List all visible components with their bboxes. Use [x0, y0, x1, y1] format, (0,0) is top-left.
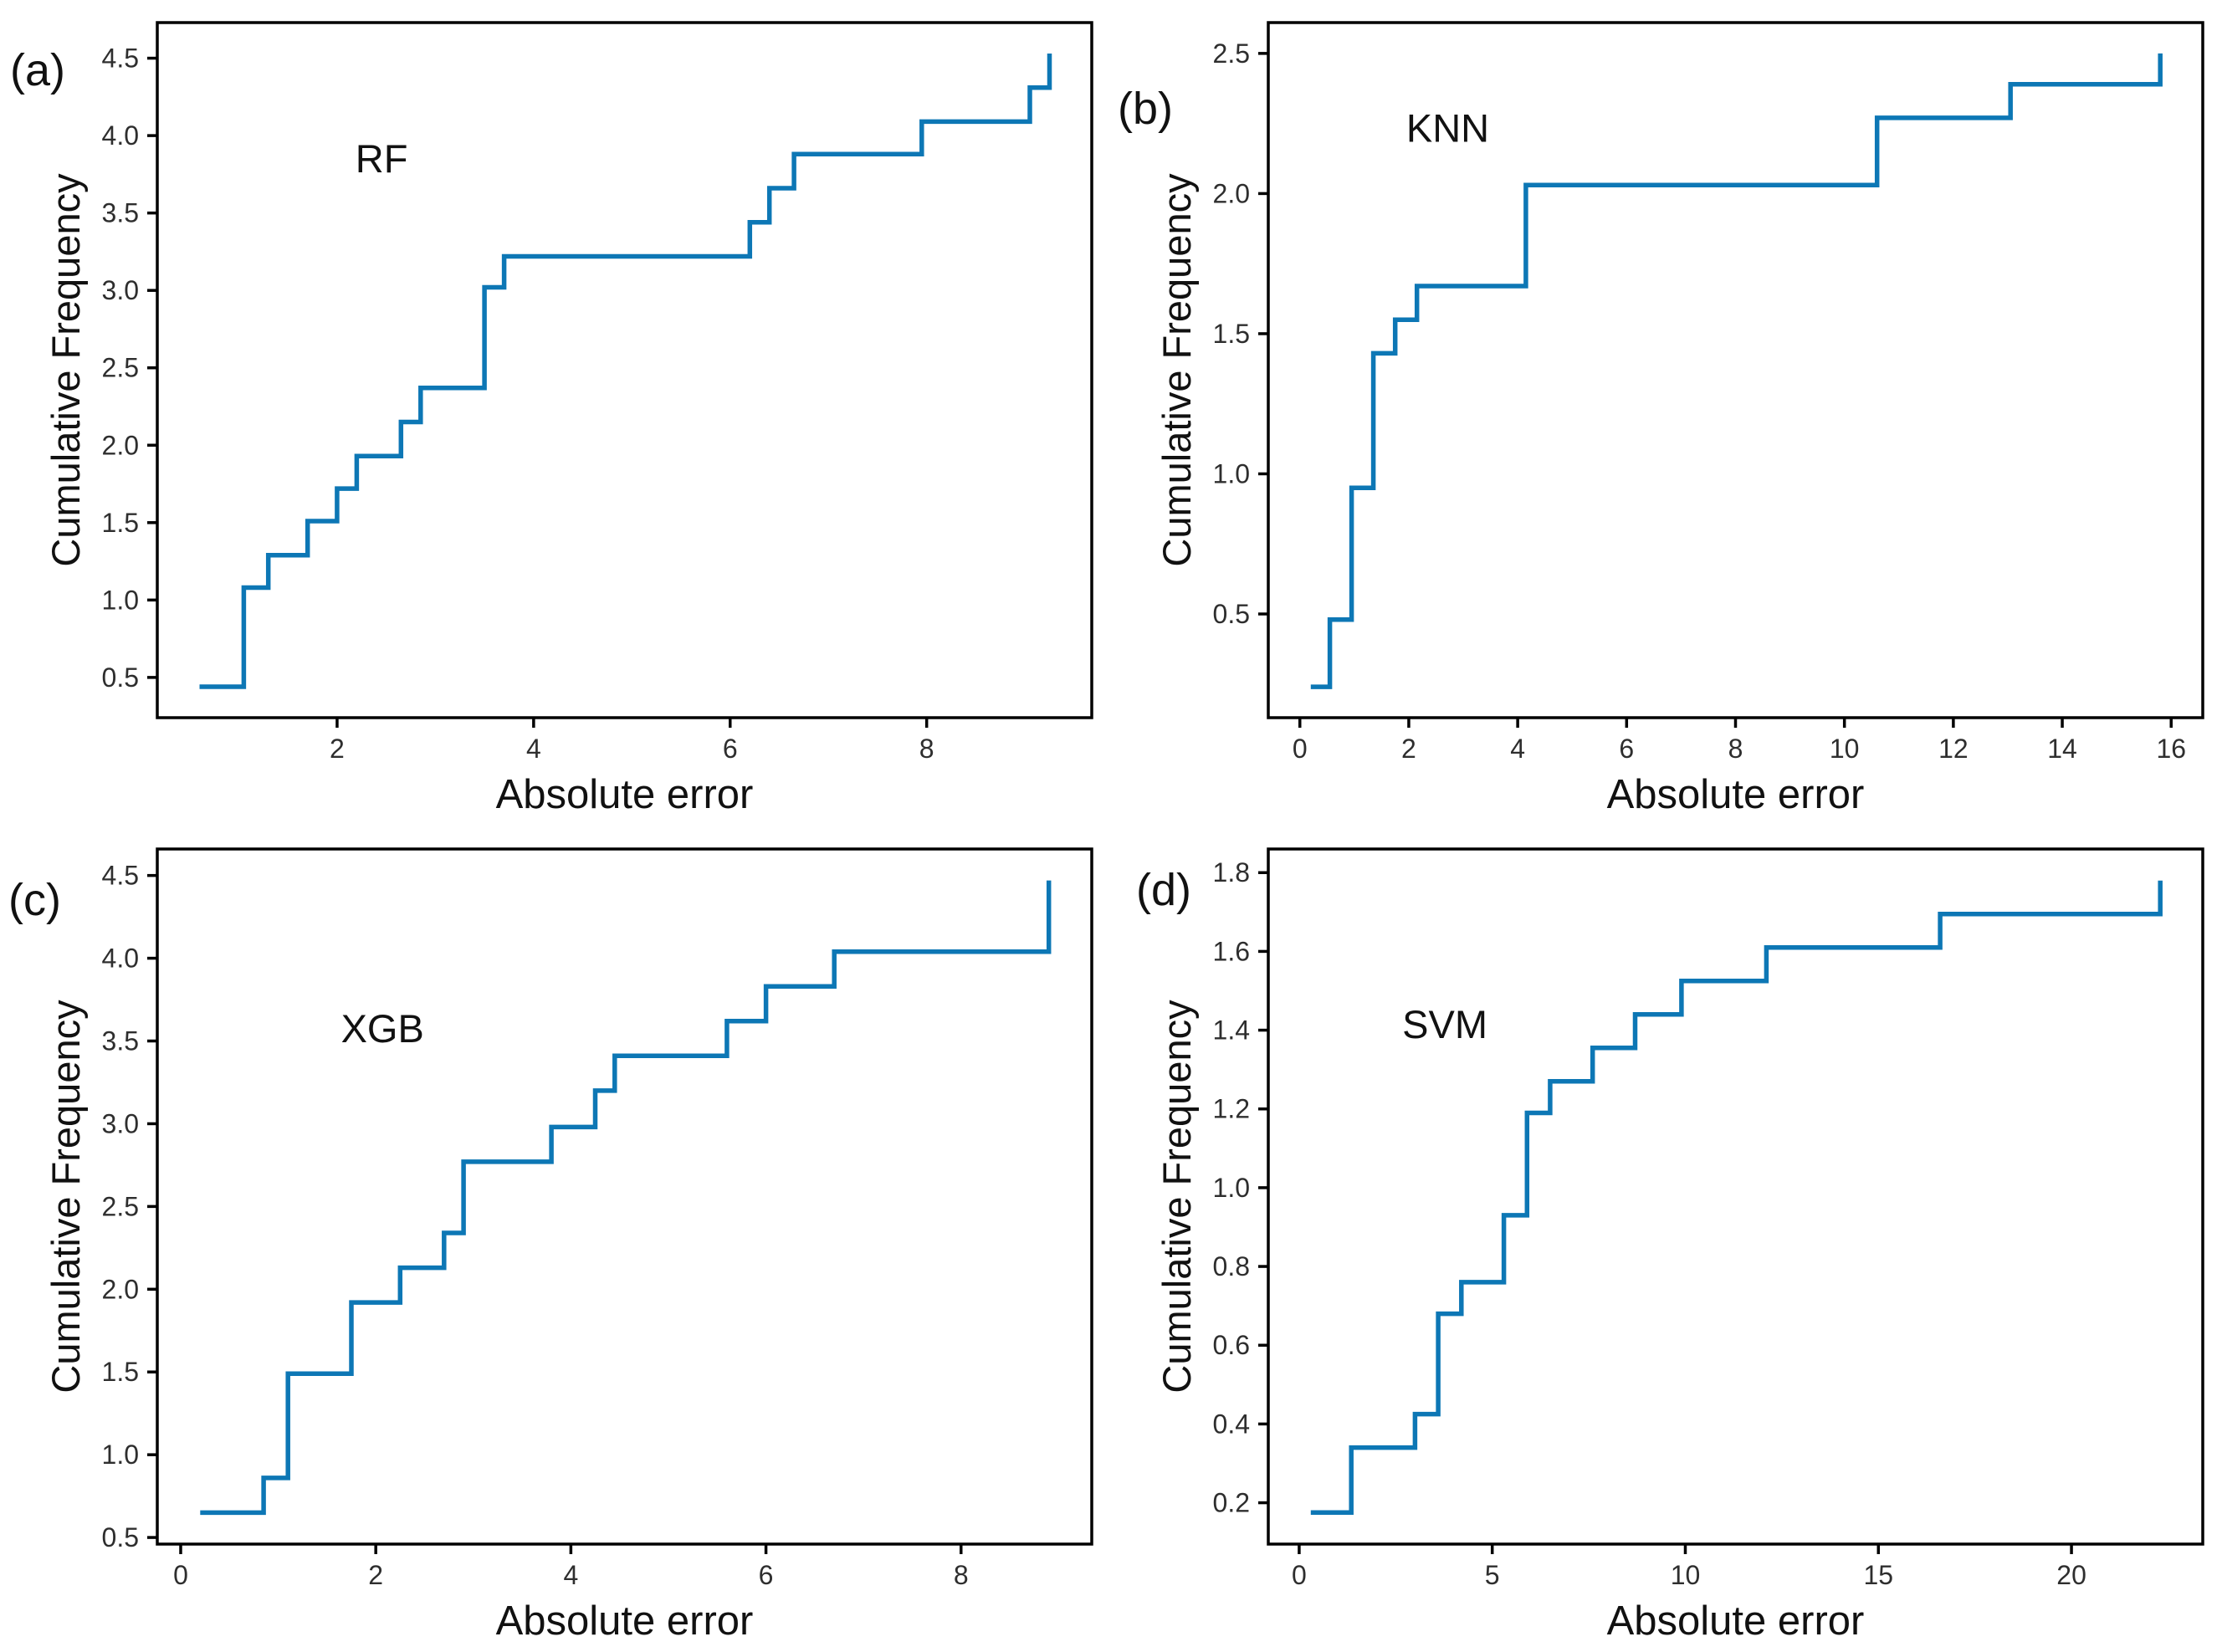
- chart-svg: 0 2 4 6 8 0.5 1.0 1.5 2.0 2.5 3.0 3.5 4.0 4.5 Absolute…: [8, 847, 1093, 1644]
- x-tick-label: 8: [954, 1560, 969, 1590]
- y-axis-label: Cumulative Frequency: [1155, 173, 1199, 567]
- step-line: [200, 880, 1052, 1516]
- panel-letter: (a): [10, 45, 65, 95]
- series-label: SVM: [1402, 1002, 1487, 1046]
- y-tick-label: 0.5: [1213, 599, 1250, 629]
- x-tick-label: 16: [2156, 734, 2186, 764]
- y-tick-label: 1.0: [102, 585, 139, 615]
- series-label: XGB: [341, 1006, 424, 1051]
- axes-box: [156, 21, 1093, 719]
- x-tick-label: 5: [1485, 1560, 1500, 1590]
- y-tick-label: 2.5: [102, 353, 139, 383]
- x-tick-label: 20: [2056, 1560, 2086, 1590]
- y-tick-label: 1.0: [102, 1440, 139, 1470]
- x-axis-label: Absolute error: [496, 772, 754, 817]
- chart-svg: 0 5 10 15 20 0.2 0.4 0.6 0.8 1.0 1.2 1.4 1.6 1.8 Absol…: [1136, 847, 2204, 1644]
- x-tick-label: 14: [2047, 734, 2077, 764]
- y-tick-label: 4.5: [102, 43, 139, 74]
- x-axis-label: Absolute error: [496, 1598, 754, 1644]
- step-line: [1310, 53, 2163, 689]
- y-tick-label: 0.4: [1213, 1409, 1250, 1439]
- x-tick-label: 12: [1938, 734, 1969, 764]
- y-tick-label: 4.0: [102, 944, 139, 974]
- y-tick-label: 1.5: [102, 508, 139, 538]
- y-tick-label: 3.0: [102, 1108, 139, 1138]
- y-tick-label: 3.0: [102, 275, 139, 305]
- x-tick-label: 8: [919, 734, 934, 764]
- panel-letter: (b): [1118, 84, 1173, 134]
- y-tick-label: 1.8: [1213, 857, 1250, 887]
- x-tick-label: 2: [330, 734, 345, 764]
- x-tick-label: 6: [759, 1560, 774, 1590]
- panel-d-svm-chart: 0 5 10 15 20 0.2 0.4 0.6 0.8 1.0 1.2 1.4 1.6 1.8 Absol…: [1111, 826, 2222, 1652]
- y-tick-label: 2.0: [102, 1274, 139, 1304]
- y-tick-label: 1.4: [1213, 1015, 1250, 1046]
- chart-svg: 0 2 4 6 8 10 12 14 16 0.5 1.0 1.5 2.0 2.5 Absolute err…: [1118, 21, 2204, 817]
- y-axis-label: Cumulative Frequency: [44, 1000, 88, 1394]
- y-tick-label: 4.5: [102, 861, 139, 891]
- panel-c-xgb-chart: 0 2 4 6 8 0.5 1.0 1.5 2.0 2.5 3.0 3.5 4.0 4.5 Absolute…: [0, 826, 1111, 1652]
- y-tick-label: 3.5: [102, 1026, 139, 1056]
- y-tick-label: 0.5: [102, 1522, 139, 1552]
- y-axis-label: Cumulative Frequency: [1155, 1000, 1199, 1394]
- y-tick-label: 0.5: [102, 662, 139, 693]
- panel-letter: (c): [8, 875, 61, 925]
- y-tick-label: 1.2: [1213, 1094, 1250, 1124]
- x-tick-label: 6: [1619, 734, 1634, 764]
- y-tick-label: 1.6: [1213, 936, 1250, 966]
- y-tick-label: 1.5: [102, 1357, 139, 1387]
- y-axis-label: Cumulative Frequency: [44, 173, 88, 567]
- panel-b-knn-chart: 0 2 4 6 8 10 12 14 16 0.5 1.0 1.5 2.0 2.5 Absolute err…: [1111, 0, 2222, 826]
- x-tick-label: 0: [1292, 1560, 1307, 1590]
- step-line: [1310, 880, 2163, 1516]
- y-tick-label: 1.5: [1213, 319, 1250, 349]
- y-tick-label: 0.8: [1213, 1251, 1250, 1281]
- panel-a-rf-chart: 2 4 6 8 0.5 1.0 1.5 2.0 2.5 3.0 3.5 4.0 4.5 Absolute …: [0, 0, 1111, 826]
- x-tick-label: 15: [1863, 1560, 1893, 1590]
- y-tick-label: 4.0: [102, 120, 139, 151]
- series-label: KNN: [1406, 105, 1489, 150]
- x-axis-label: Absolute error: [1607, 772, 1865, 817]
- x-tick-label: 2: [368, 1560, 383, 1590]
- x-tick-label: 6: [723, 734, 738, 764]
- y-tick-label: 1.0: [1213, 1173, 1250, 1203]
- y-tick-label: 3.5: [102, 198, 139, 228]
- x-tick-label: 10: [1830, 734, 1860, 764]
- y-tick-label: 2.5: [102, 1191, 139, 1221]
- axes-box: [1267, 847, 2204, 1546]
- x-tick-label: 4: [526, 734, 541, 764]
- y-tick-label: 0.2: [1213, 1488, 1250, 1518]
- y-tick-label: 1.0: [1213, 458, 1250, 488]
- x-tick-label: 0: [173, 1560, 188, 1590]
- x-tick-label: 4: [563, 1560, 578, 1590]
- x-tick-label: 10: [1671, 1560, 1701, 1590]
- x-tick-label: 0: [1293, 734, 1308, 764]
- chart-svg: 2 4 6 8 0.5 1.0 1.5 2.0 2.5 3.0 3.5 4.0 4.5 Absolute …: [10, 21, 1093, 817]
- x-tick-label: 2: [1401, 734, 1416, 764]
- panel-letter: (d): [1136, 865, 1191, 915]
- step-line: [199, 54, 1052, 689]
- x-axis-label: Absolute error: [1607, 1598, 1865, 1644]
- axes-box: [156, 847, 1093, 1546]
- x-tick-label: 4: [1510, 734, 1525, 764]
- y-tick-label: 2.0: [1213, 178, 1250, 208]
- y-tick-label: 0.6: [1213, 1330, 1250, 1360]
- y-tick-label: 2.5: [1213, 38, 1250, 69]
- y-tick-label: 2.0: [102, 430, 139, 460]
- series-label: RF: [356, 136, 408, 181]
- x-tick-label: 8: [1728, 734, 1743, 764]
